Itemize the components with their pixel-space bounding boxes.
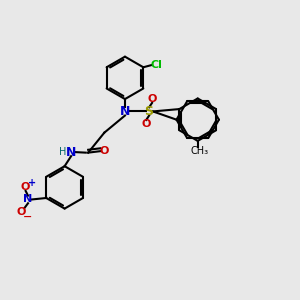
Text: O: O (17, 207, 26, 217)
Text: Cl: Cl (150, 60, 162, 70)
Text: N: N (120, 105, 130, 118)
Text: O: O (147, 94, 157, 104)
Text: CH₃: CH₃ (190, 146, 208, 156)
Text: O: O (100, 146, 109, 156)
Text: N: N (23, 194, 33, 205)
Text: N: N (66, 146, 76, 159)
Text: S: S (145, 105, 154, 118)
Text: +: + (28, 178, 37, 188)
Text: O: O (142, 119, 151, 129)
Text: H: H (59, 147, 67, 157)
Text: O: O (21, 182, 30, 192)
Text: −: − (23, 212, 33, 222)
